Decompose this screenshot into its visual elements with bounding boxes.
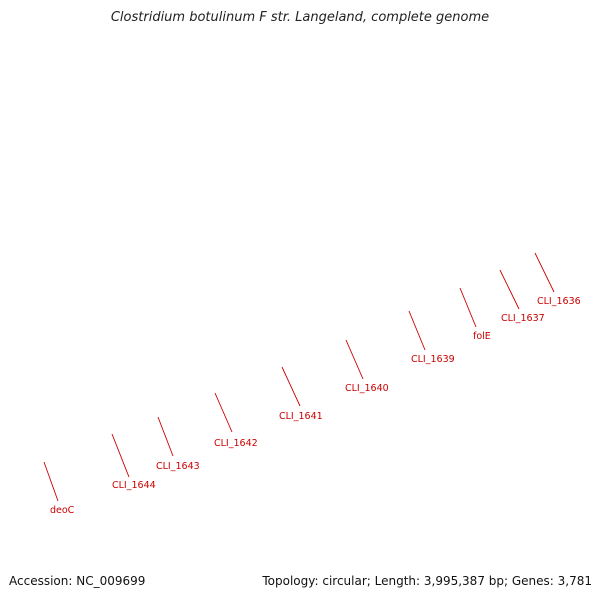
gene-leader-line — [499, 269, 520, 310]
gene-leader-line — [43, 461, 59, 502]
gene-label-cli-1644: CLI_1644 — [112, 480, 156, 491]
gene-label-deoc: deoC — [50, 505, 75, 516]
gene-leader-line — [214, 392, 233, 433]
gene-label-fole: folE — [473, 331, 491, 342]
gene-leader-line — [281, 366, 301, 407]
map-title: Clostridium botulinum F str. Langeland, … — [110, 10, 490, 25]
gene-label-cli-1640: CLI_1640 — [345, 383, 389, 394]
gene-label-cli-1643: CLI_1643 — [156, 461, 200, 472]
gene-label-cli-1639: CLI_1639 — [411, 354, 455, 365]
gene-leader-line — [408, 310, 426, 351]
gene-label-cli-1636: CLI_1636 — [537, 296, 581, 307]
accession-text: Accession: NC_009699 — [9, 574, 146, 588]
gene-leader-line — [157, 416, 174, 457]
gene-leader-line — [345, 339, 364, 380]
gene-leader-line — [459, 287, 477, 328]
gene-label-cli-1642: CLI_1642 — [214, 438, 258, 449]
gene-leader-line — [111, 433, 130, 478]
genome-stats-text: Topology: circular; Length: 3,995,387 bp… — [262, 574, 592, 588]
gene-label-cli-1641: CLI_1641 — [279, 411, 323, 422]
gene-leader-line — [534, 252, 555, 293]
gene-label-cli-1637: CLI_1637 — [501, 313, 545, 324]
